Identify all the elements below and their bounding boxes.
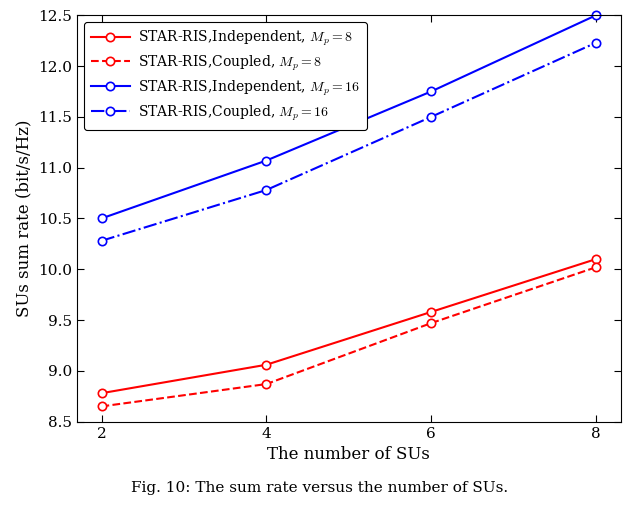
Line: STAR-RIS,Coupled, $M_p = 16$: STAR-RIS,Coupled, $M_p = 16$ xyxy=(97,39,600,245)
Line: STAR-RIS,Independent, $M_p = 8$: STAR-RIS,Independent, $M_p = 8$ xyxy=(97,255,600,397)
STAR-RIS,Independent, $M_p = 16$ xyxy=(592,12,600,18)
STAR-RIS,Coupled, $M_p = 8$ xyxy=(592,264,600,270)
STAR-RIS,Coupled, $M_p = 8$ xyxy=(262,381,270,387)
STAR-RIS,Independent, $M_p = 8$ xyxy=(428,309,435,315)
STAR-RIS,Independent, $M_p = 16$ xyxy=(428,88,435,94)
STAR-RIS,Coupled, $M_p = 8$ xyxy=(428,320,435,326)
STAR-RIS,Independent, $M_p = 16$ xyxy=(98,215,106,221)
Line: STAR-RIS,Independent, $M_p = 16$: STAR-RIS,Independent, $M_p = 16$ xyxy=(97,11,600,223)
STAR-RIS,Coupled, $M_p = 16$ xyxy=(262,187,270,193)
STAR-RIS,Coupled, $M_p = 16$ xyxy=(98,238,106,244)
STAR-RIS,Coupled, $M_p = 16$ xyxy=(592,40,600,46)
STAR-RIS,Independent, $M_p = 8$ xyxy=(262,362,270,368)
X-axis label: The number of SUs: The number of SUs xyxy=(268,446,430,463)
STAR-RIS,Coupled, $M_p = 8$ xyxy=(98,403,106,409)
Line: STAR-RIS,Coupled, $M_p = 8$: STAR-RIS,Coupled, $M_p = 8$ xyxy=(97,263,600,410)
Legend: STAR-RIS,Independent, $M_p = 8$, STAR-RIS,Coupled, $M_p = 8$, STAR-RIS,Independe: STAR-RIS,Independent, $M_p = 8$, STAR-RI… xyxy=(84,22,367,130)
STAR-RIS,Independent, $M_p = 8$ xyxy=(592,256,600,262)
Text: Fig. 10: The sum rate versus the number of SUs.: Fig. 10: The sum rate versus the number … xyxy=(131,481,509,495)
STAR-RIS,Coupled, $M_p = 16$ xyxy=(428,114,435,120)
STAR-RIS,Independent, $M_p = 8$ xyxy=(98,390,106,396)
STAR-RIS,Independent, $M_p = 16$ xyxy=(262,157,270,164)
Y-axis label: SUs sum rate (bit/s/Hz): SUs sum rate (bit/s/Hz) xyxy=(15,120,33,317)
